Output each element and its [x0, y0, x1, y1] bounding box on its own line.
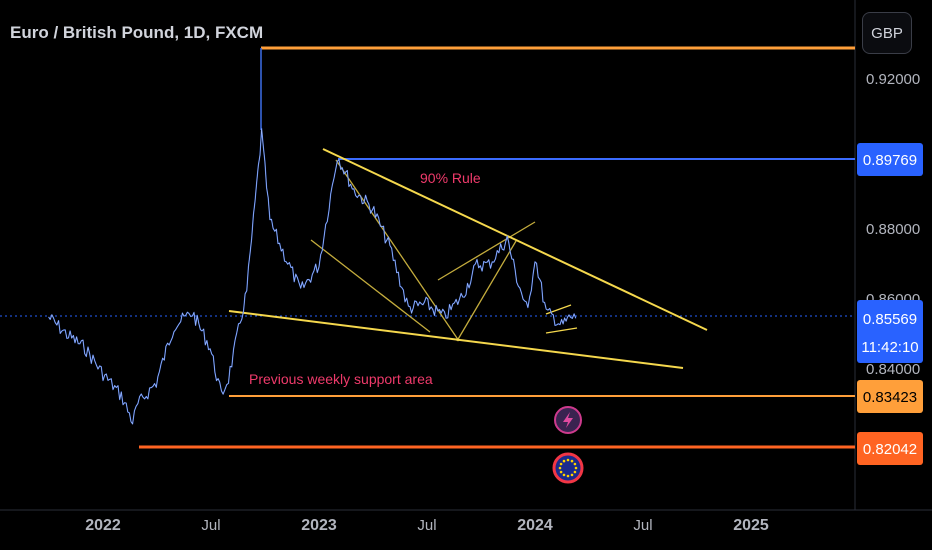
- mini-channel-upper[interactable]: [545, 304, 572, 315]
- countdown-text: 11:42:10: [861, 339, 918, 356]
- rising-wedge-upper[interactable]: [437, 221, 536, 281]
- horizontal-levels: [0, 46, 855, 449]
- eu-star: [574, 466, 578, 470]
- eu-star: [562, 473, 566, 477]
- price-series-highlight: [48, 128, 577, 425]
- x-tick-label: 2022: [85, 517, 121, 534]
- x-tick-label: 2025: [733, 517, 769, 534]
- symbol-title: Euro / British Pound, 1D, FXCM: [10, 23, 264, 42]
- weekly-support-label: Previous weekly support area: [249, 371, 433, 387]
- x-tick-label: Jul: [417, 517, 436, 534]
- mini-channel-lower[interactable]: [545, 327, 578, 334]
- channel-lower-line[interactable]: [310, 239, 431, 333]
- eu-star: [573, 470, 577, 474]
- x-tick-label: Jul: [201, 517, 220, 534]
- eu-star: [558, 466, 562, 470]
- eu-star: [566, 474, 570, 478]
- x-tick-label: 2024: [517, 517, 553, 534]
- rising-wedge-lower[interactable]: [456, 240, 517, 342]
- eu-star: [570, 473, 574, 477]
- level-price-label-orange: 0.83423: [857, 380, 923, 413]
- level-price-text: 0.89769: [863, 152, 917, 169]
- lightning-icon[interactable]: [554, 406, 582, 434]
- x-tick-label: Jul: [633, 517, 652, 534]
- level-price-text: 0.82042: [863, 441, 917, 458]
- level-price-text: 0.83423: [863, 389, 917, 406]
- current-price-text: 0.85569: [863, 311, 917, 328]
- eu-star: [573, 462, 577, 466]
- x-tick-label: 2023: [301, 517, 337, 534]
- level-price-label-red: 0.82042: [857, 432, 923, 465]
- level-price-label-blue: 0.89769: [857, 143, 923, 176]
- current-price-label: 0.85569 11:42:10: [857, 300, 923, 363]
- eu-star: [559, 462, 563, 466]
- eu-star: [559, 470, 563, 474]
- ninety-rule-label: 90% Rule: [420, 170, 481, 186]
- y-tick-label: 0.84000: [866, 361, 920, 378]
- time-axis[interactable]: 2022 Jul 2023 Jul 2024 Jul 2025: [85, 517, 769, 534]
- y-tick-label: 0.92000: [866, 71, 920, 88]
- eu-star: [570, 459, 574, 463]
- eu-star: [566, 458, 570, 462]
- lower-descending-trendline[interactable]: [228, 310, 684, 369]
- upper-descending-trendline[interactable]: [322, 148, 708, 331]
- currency-button[interactable]: GBP: [862, 12, 912, 54]
- channel-upper-line[interactable]: [335, 159, 460, 342]
- eu-flag-icon[interactable]: [552, 452, 584, 484]
- eu-star: [562, 459, 566, 463]
- y-tick-label: 0.88000: [866, 221, 920, 238]
